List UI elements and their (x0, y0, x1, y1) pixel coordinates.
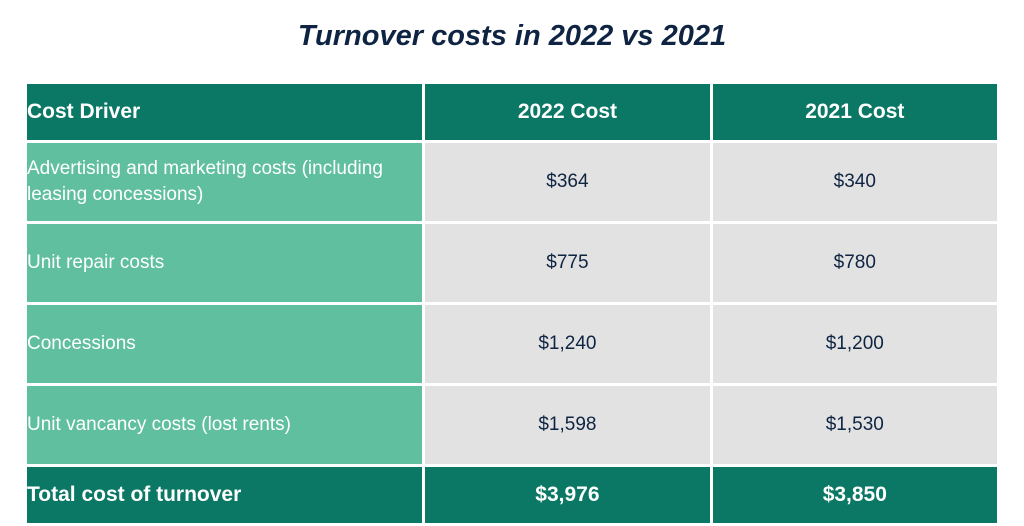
row-value-2022: $1,240 (425, 305, 709, 383)
total-label: Total cost of turnover (27, 467, 422, 523)
table-row: Unit vancancy costs (lost rents) $1,598 … (27, 386, 997, 464)
row-value-2021: $1,530 (713, 386, 997, 464)
col-header-driver: Cost Driver (27, 84, 422, 140)
turnover-table: Cost Driver 2022 Cost 2021 Cost Advertis… (24, 81, 1000, 526)
row-label: Concessions (27, 305, 422, 383)
table-header-row: Cost Driver 2022 Cost 2021 Cost (27, 84, 997, 140)
row-value-2022: $1,598 (425, 386, 709, 464)
table-row: Concessions $1,240 $1,200 (27, 305, 997, 383)
row-value-2022: $775 (425, 224, 709, 302)
page-title: Turnover costs in 2022 vs 2021 (24, 20, 1000, 53)
row-value-2021: $340 (713, 143, 997, 221)
col-header-2022: 2022 Cost (425, 84, 709, 140)
row-label: Advertising and marketing costs (includi… (27, 143, 422, 221)
table-total-row: Total cost of turnover $3,976 $3,850 (27, 467, 997, 523)
total-value-2022: $3,976 (425, 467, 709, 523)
row-label: Unit vancancy costs (lost rents) (27, 386, 422, 464)
row-value-2022: $364 (425, 143, 709, 221)
col-header-2021: 2021 Cost (713, 84, 997, 140)
table-row: Advertising and marketing costs (includi… (27, 143, 997, 221)
row-value-2021: $1,200 (713, 305, 997, 383)
total-value-2021: $3,850 (713, 467, 997, 523)
table-row: Unit repair costs $775 $780 (27, 224, 997, 302)
row-label: Unit repair costs (27, 224, 422, 302)
row-value-2021: $780 (713, 224, 997, 302)
